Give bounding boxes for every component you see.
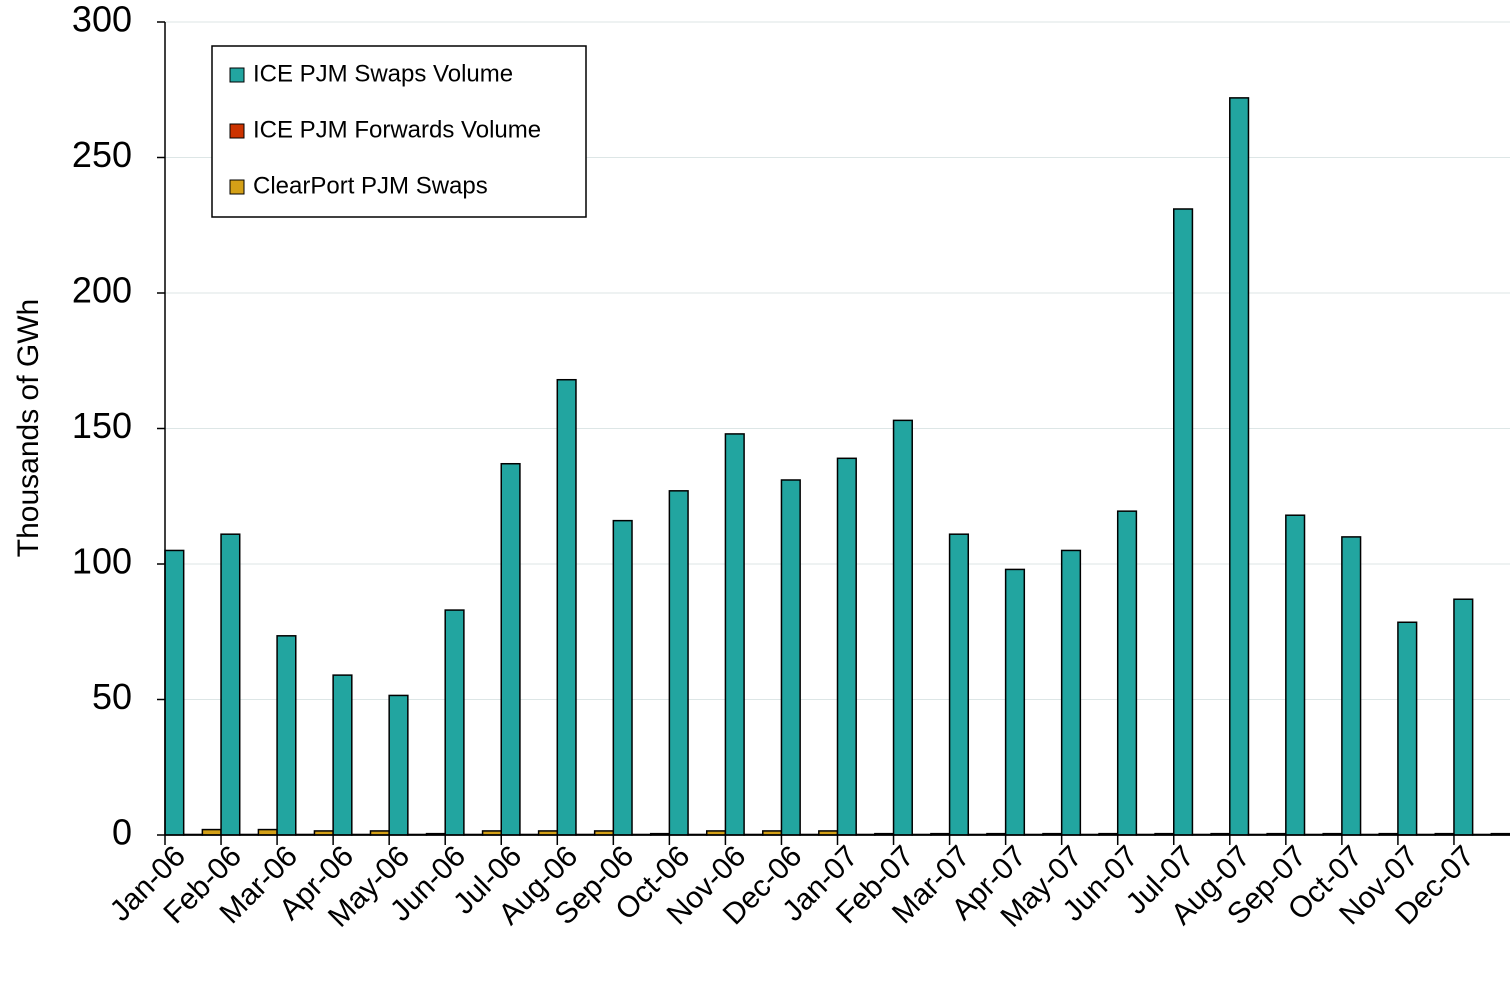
- bar: [1229, 97, 1250, 836]
- bar: [1173, 208, 1194, 836]
- bar: [836, 457, 857, 836]
- bar: [1341, 536, 1362, 836]
- bar: [444, 609, 465, 836]
- bar: [780, 479, 801, 836]
- legend-box: [211, 45, 587, 218]
- bar: [1397, 621, 1418, 836]
- bar: [276, 635, 297, 836]
- bar: [500, 462, 521, 836]
- bar: [1060, 549, 1082, 836]
- y-tick-label: 100: [72, 541, 132, 582]
- bar: [220, 533, 241, 836]
- y-tick-label: 200: [72, 270, 132, 311]
- legend-swatch: [229, 67, 245, 83]
- bar: [1285, 514, 1306, 836]
- bar: [1116, 510, 1138, 836]
- y-tick-label: 50: [92, 676, 132, 717]
- bar: [724, 433, 745, 836]
- legend-swatch: [229, 179, 245, 195]
- y-tick-label: 150: [72, 405, 132, 446]
- bar: [201, 828, 222, 836]
- y-tick-label: 250: [72, 134, 132, 175]
- bar: [257, 828, 278, 836]
- bar: [668, 490, 689, 836]
- y-tick-label: 300: [72, 0, 132, 40]
- legend-label: ICE PJM Forwards Volume: [253, 116, 541, 143]
- bar: [332, 674, 353, 836]
- bar: [1004, 568, 1026, 836]
- bar: [1453, 598, 1474, 836]
- bar: [948, 533, 970, 836]
- bar: [892, 419, 913, 836]
- y-tick-label: 0: [112, 812, 132, 853]
- bar: [556, 378, 577, 836]
- bar: [164, 549, 185, 836]
- bar: [612, 519, 633, 836]
- legend-label: ICE PJM Swaps Volume: [253, 60, 513, 87]
- legend-label: ClearPort PJM Swaps: [253, 172, 488, 199]
- bar: [388, 694, 409, 836]
- y-axis-label: Thousands of GWh: [12, 299, 45, 557]
- legend-swatch: [229, 123, 245, 139]
